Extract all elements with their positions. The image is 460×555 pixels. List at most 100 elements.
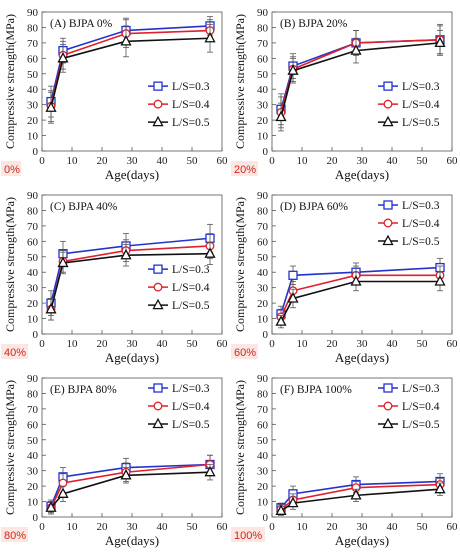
y-tick-label: 60	[27, 419, 39, 431]
y-tick-label: 10	[257, 314, 269, 326]
y-axis-label: Compressive strength(MPa)	[233, 380, 247, 515]
x-tick-label: 10	[297, 338, 309, 350]
legend-marker	[153, 264, 163, 274]
y-tick-label: 40	[27, 267, 39, 279]
y-tick-label: 30	[27, 283, 39, 295]
x-tick-label: 60	[447, 338, 459, 350]
series-line	[280, 280, 440, 323]
x-tick-label: 20	[327, 155, 339, 167]
data-point	[120, 468, 132, 480]
legend-label: L/S=0.5	[402, 236, 440, 248]
x-tick-label: 30	[357, 155, 369, 167]
chart-title: (F) BJPA 100%	[280, 384, 352, 396]
legend-marker	[152, 298, 164, 310]
y-tick-label: 50	[257, 435, 269, 447]
legend-label: L/S=0.5	[402, 419, 440, 431]
data-point	[434, 275, 446, 286]
x-axis-label: Age(days)	[105, 350, 159, 365]
y-tick-label: 90	[27, 190, 39, 202]
legend-label: L/S=0.3	[402, 383, 440, 395]
x-axis-label: Age(days)	[335, 167, 389, 182]
y-tick-label: 70	[27, 38, 39, 50]
y-axis-label: Compressive strength(MPa)	[3, 380, 17, 515]
x-tick-label: 50	[187, 155, 199, 167]
panel-tag-bg	[1, 344, 28, 359]
y-axis-label: Compressive strength(MPa)	[3, 197, 17, 332]
panel-tag: 80%	[4, 530, 26, 542]
series-line	[50, 463, 211, 507]
data-point	[57, 51, 69, 63]
y-tick-label: 50	[257, 252, 269, 264]
data-point	[57, 487, 69, 498]
legend-label: L/S=0.3	[172, 264, 210, 276]
x-tick-label: 0	[39, 521, 45, 533]
y-tick-label: 0	[33, 512, 39, 524]
x-tick-label: 30	[357, 521, 369, 533]
y-tick-label: 30	[257, 466, 269, 478]
legend-label: L/S=0.3	[172, 81, 210, 93]
y-tick-label: 90	[257, 373, 269, 385]
y-tick-label: 80	[27, 205, 39, 217]
y-tick-label: 70	[257, 221, 269, 233]
y-tick-label: 50	[27, 69, 39, 81]
series-line	[280, 488, 441, 512]
x-tick-label: 10	[67, 521, 79, 533]
series-line	[50, 463, 211, 509]
legend-label: L/S=0.5	[172, 419, 210, 431]
data-point	[434, 482, 446, 494]
y-tick-label: 70	[27, 404, 39, 416]
y-tick-label: 60	[257, 53, 269, 65]
y-tick-label: 90	[257, 7, 269, 19]
plot-frame	[41, 377, 223, 518]
y-tick-label: 90	[27, 373, 39, 385]
panel-tag-bg	[1, 527, 28, 542]
series-line	[50, 237, 211, 304]
x-tick-label: 20	[97, 338, 109, 350]
y-tick-label: 0	[33, 329, 39, 341]
legend-label: L/S=0.3	[402, 200, 440, 212]
legend-marker	[383, 200, 393, 210]
x-axis-label: Age(days)	[335, 350, 389, 365]
x-tick-label: 0	[269, 155, 275, 167]
x-tick-label: 60	[217, 155, 229, 167]
legend-label: L/S=0.4	[402, 218, 440, 230]
x-tick-label: 50	[187, 338, 199, 350]
data-point	[120, 34, 132, 46]
legend-label: L/S=0.3	[172, 383, 210, 395]
series-line	[50, 252, 211, 310]
x-tick-label: 30	[127, 155, 139, 167]
x-tick-label: 30	[357, 338, 369, 350]
x-tick-label: 20	[327, 521, 339, 533]
panel-tag: 40%	[4, 347, 26, 359]
legend-label: L/S=0.4	[172, 401, 210, 413]
data-point	[204, 31, 216, 43]
data-point	[287, 292, 299, 303]
x-tick-label: 0	[269, 338, 275, 350]
y-tick-label: 30	[27, 100, 39, 112]
x-tick-label: 60	[217, 338, 229, 350]
data-point	[57, 256, 69, 268]
x-tick-label: 40	[157, 521, 169, 533]
x-tick-label: 10	[67, 338, 79, 350]
data-point	[288, 270, 298, 280]
y-tick-label: 80	[257, 205, 269, 217]
x-tick-label: 0	[39, 338, 45, 350]
y-tick-label: 80	[257, 22, 269, 34]
data-point	[275, 504, 287, 515]
y-tick-label: 80	[27, 388, 39, 400]
y-tick-label: 40	[27, 450, 39, 462]
data-point	[287, 64, 299, 75]
y-axis-label: Compressive strength(MPa)	[233, 14, 247, 149]
y-tick-label: 40	[257, 267, 269, 279]
panel-tag-bg	[231, 344, 258, 359]
x-tick-label: 0	[269, 521, 275, 533]
data-point	[350, 275, 362, 286]
y-tick-label: 50	[27, 435, 39, 447]
legend-marker	[383, 218, 393, 228]
series-line	[280, 483, 441, 510]
legend-marker	[383, 383, 393, 393]
